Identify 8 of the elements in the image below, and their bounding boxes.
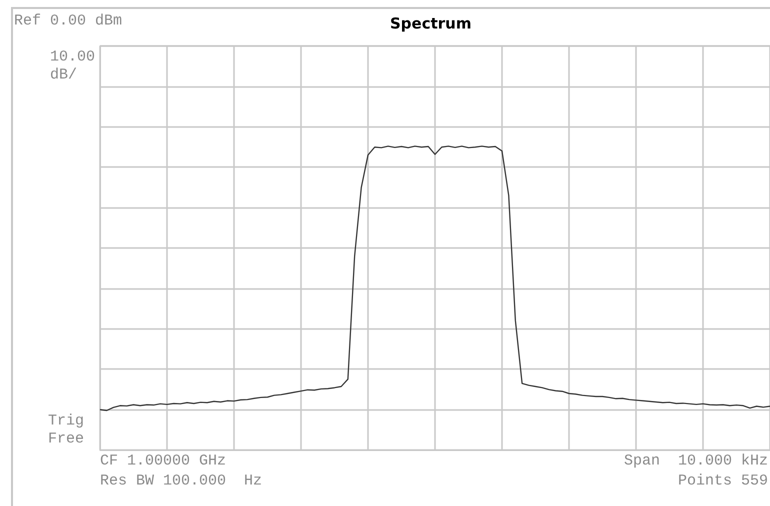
- text: Ref 0.00 dBm: [14, 12, 122, 30]
- text: 10.00 dB/: [50, 48, 96, 84]
- text: Points 559: [678, 472, 768, 490]
- text: Trig Free: [48, 412, 84, 448]
- chart-title: Spectrum: [390, 14, 472, 32]
- text: Span 10.000 kHz: [624, 452, 768, 470]
- text: Res BW 100.000 Hz: [100, 472, 262, 490]
- text: CF 1.00000 GHz: [100, 452, 226, 470]
